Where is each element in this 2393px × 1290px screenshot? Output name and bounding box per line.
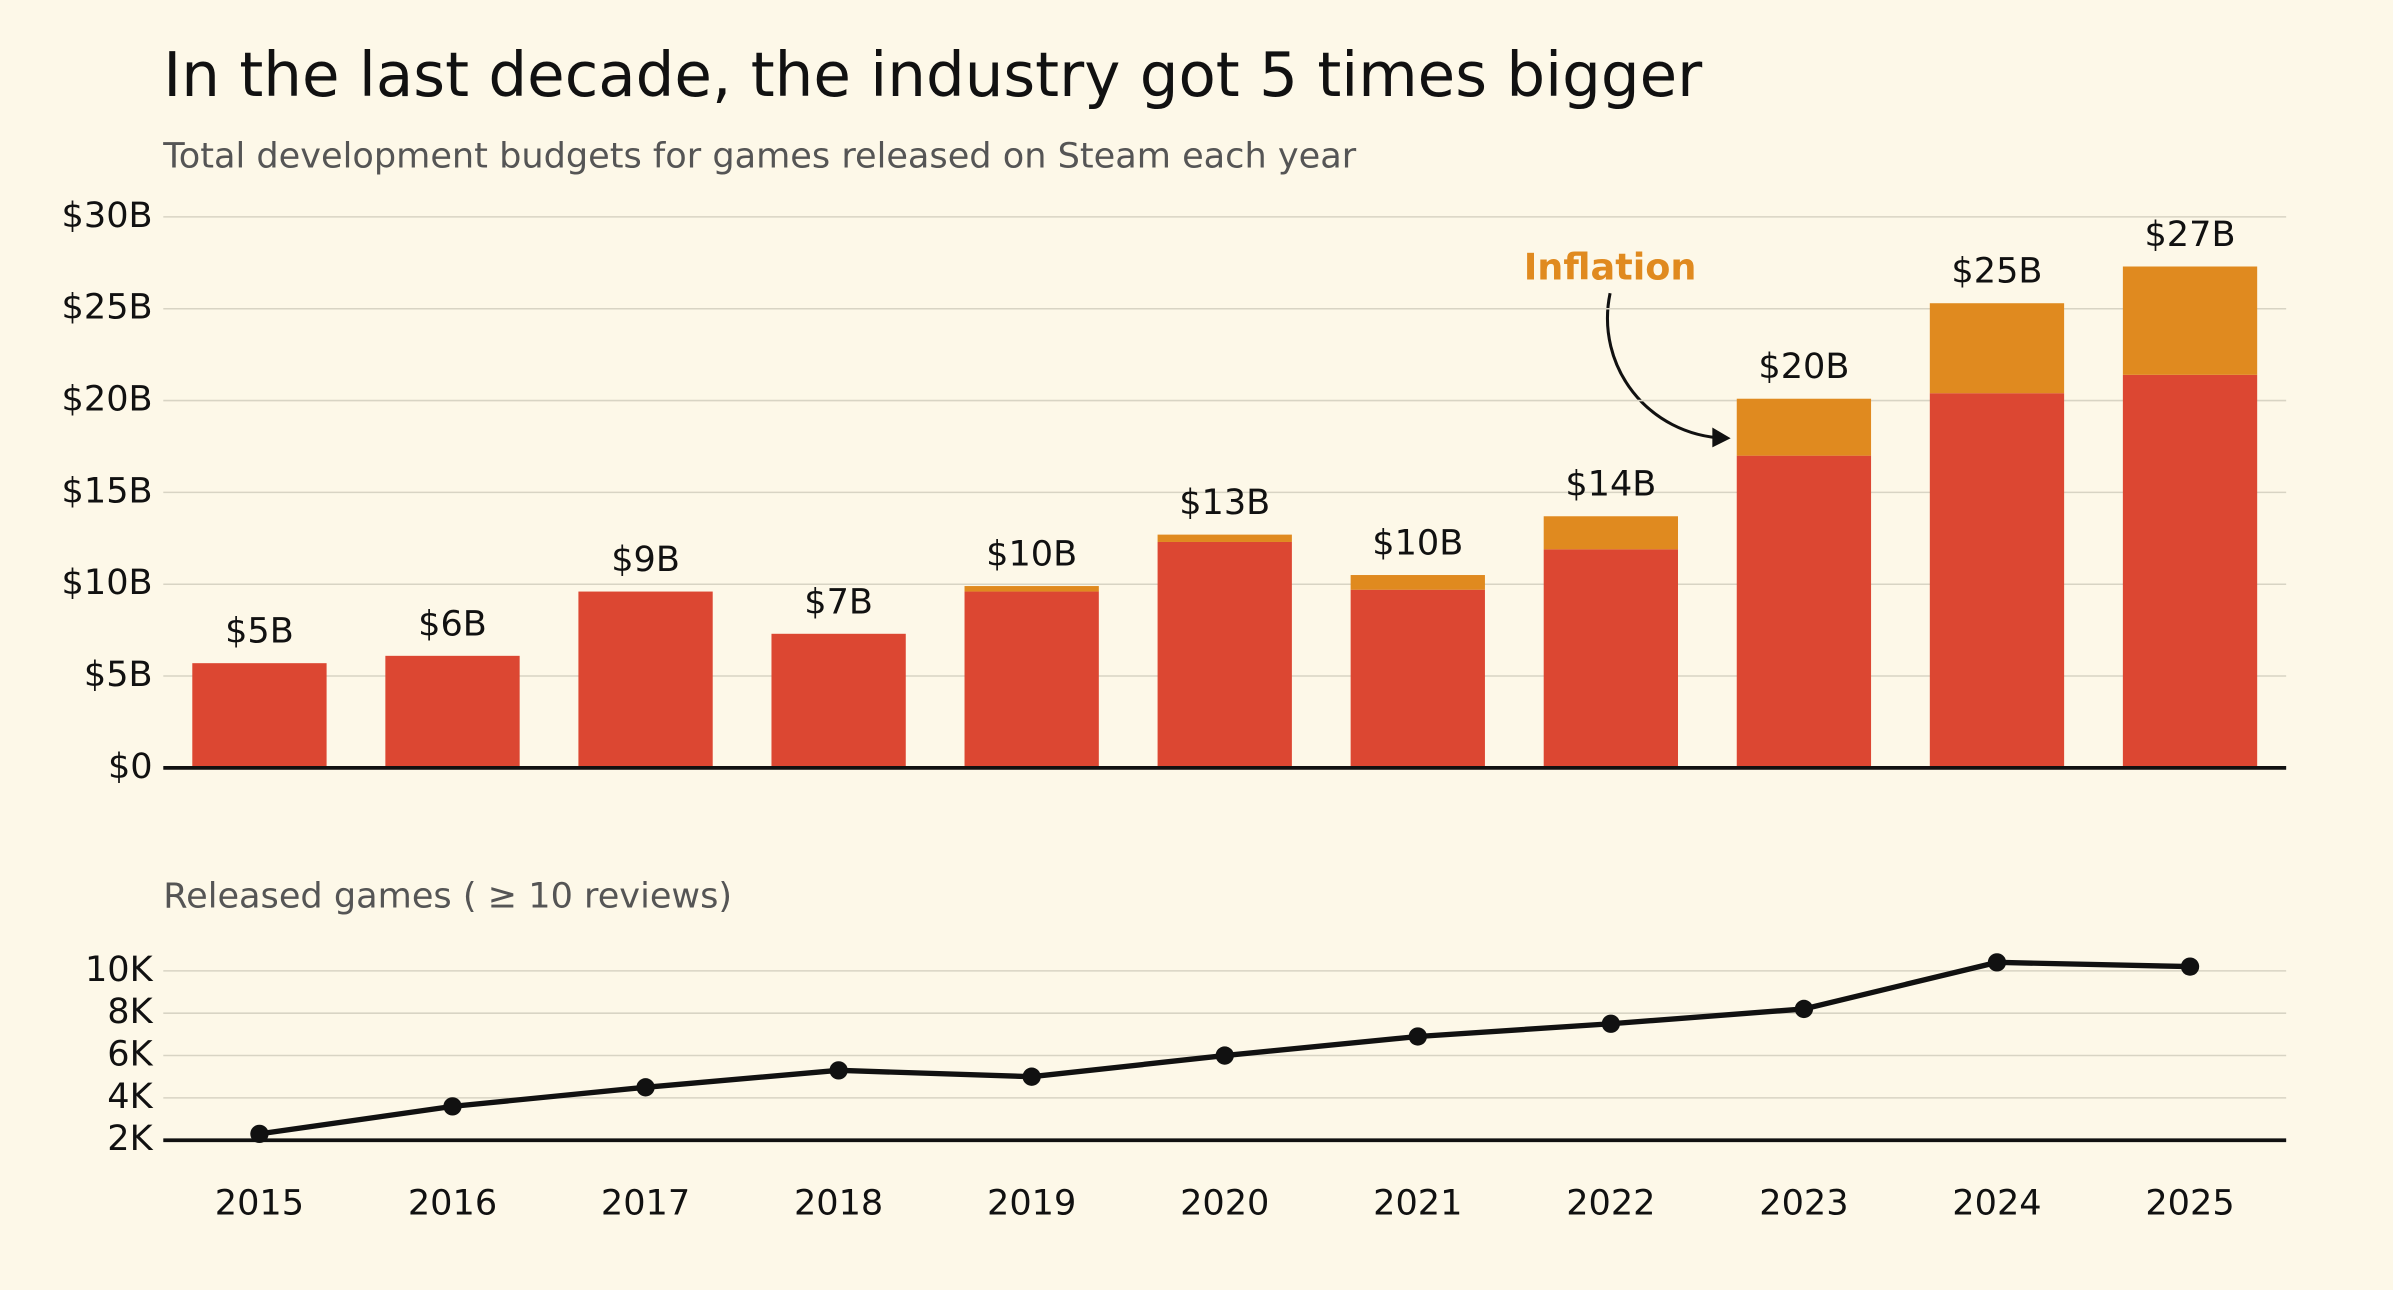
bar-segment: [1543, 549, 1678, 768]
point: [1408, 1027, 1427, 1046]
point: [1215, 1046, 1234, 1065]
value-label: $14B: [1565, 464, 1656, 505]
bar-segment: [1157, 541, 1292, 768]
bar-segment: [385, 655, 520, 768]
point: [1022, 1067, 1041, 1086]
bar-segment: [1350, 589, 1485, 768]
x-tick-label: 2025: [2145, 1182, 2234, 1223]
chart-title: In the last decade, the industry got 5 t…: [163, 40, 1703, 111]
x-tick-label: 2020: [1180, 1182, 1269, 1223]
value-label: $27B: [2144, 214, 2235, 255]
point: [1601, 1014, 1621, 1033]
value-label: $9B: [611, 539, 680, 580]
bar-segment: [1929, 393, 2065, 768]
y-tick-label: $25B: [62, 287, 153, 328]
y-tick-label: 10K: [85, 949, 154, 990]
chart-subtitle: Total development budgets for games rele…: [162, 135, 1356, 176]
bar-segment: [578, 591, 713, 768]
bar-segment: [1929, 303, 2065, 394]
x-tick-label: 2024: [1952, 1182, 2041, 1223]
bar-segment: [1736, 455, 1872, 768]
y-tick-label: $10B: [62, 562, 153, 603]
value-label: $13B: [1179, 482, 1270, 523]
point: [443, 1097, 462, 1116]
value-label: $10B: [1372, 523, 1463, 564]
y-tick-label: 2K: [107, 1118, 153, 1159]
y-tick-label: $5B: [84, 654, 153, 695]
x-tick-label: 2015: [215, 1182, 304, 1223]
bar-segment: [192, 663, 327, 768]
line-title: Released games ( ≥ 10 reviews): [163, 876, 732, 917]
point: [829, 1061, 848, 1080]
x-tick-label: 2022: [1566, 1182, 1655, 1223]
bar-segment: [1736, 398, 1872, 456]
bar-segment: [1157, 534, 1292, 542]
bar-segment: [2122, 374, 2258, 768]
y-tick-label: 8K: [107, 991, 153, 1032]
arrow-head: [1712, 427, 1731, 448]
x-tick-label: 2023: [1759, 1182, 1848, 1223]
point: [1794, 999, 1814, 1019]
y-tick-label: $0: [108, 746, 153, 787]
annotation: Inflation: [1524, 245, 1697, 288]
bar-segment: [1543, 516, 1678, 550]
y-tick-label: $20B: [62, 379, 153, 420]
x-tick-label: 2016: [408, 1182, 497, 1223]
x-tick-label: 2018: [794, 1182, 883, 1223]
bar-segment: [771, 633, 906, 768]
point: [2180, 957, 2200, 976]
bar-segment: [964, 591, 1099, 768]
bar-segment: [2122, 266, 2258, 375]
value-label: $25B: [1951, 251, 2042, 292]
x-tick-label: 2017: [601, 1182, 690, 1223]
value-label: $5B: [225, 611, 294, 652]
bar-segment: [964, 586, 1099, 592]
x-tick-label: 2019: [987, 1182, 1076, 1223]
point: [636, 1078, 655, 1097]
y-tick-label: 6K: [107, 1034, 153, 1075]
point: [1987, 953, 2007, 972]
y-tick-label: $15B: [62, 470, 153, 511]
annotation-arrow: [1605, 292, 1725, 440]
value-label: $6B: [418, 603, 487, 644]
y-tick-label: $30B: [62, 195, 153, 236]
point: [250, 1124, 269, 1144]
value-label: $20B: [1758, 346, 1849, 387]
value-label: $7B: [804, 581, 873, 622]
bar-segment: [1350, 575, 1485, 590]
value-label: $10B: [986, 534, 1077, 575]
x-tick-label: 2021: [1373, 1182, 1462, 1223]
y-tick-label: 4K: [107, 1076, 153, 1117]
